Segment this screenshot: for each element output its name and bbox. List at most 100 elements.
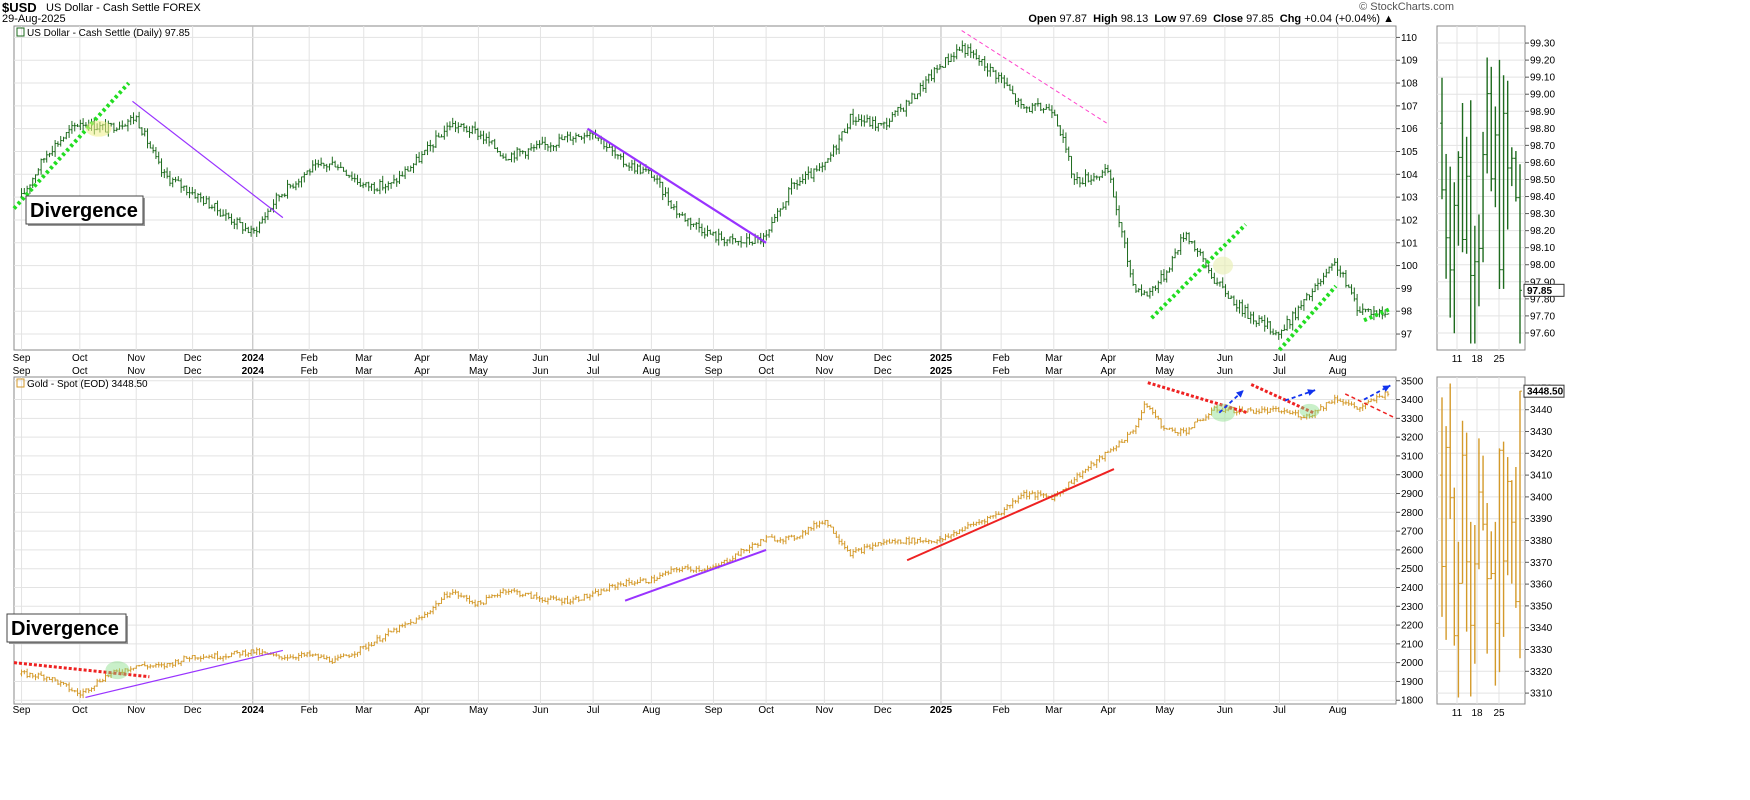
gold-downtrend-dotted — [13, 661, 150, 679]
usd-ytick-label: 102 — [1401, 215, 1418, 226]
gold-highlight-ellipse — [1211, 403, 1236, 422]
gold-breakout-arrow-head — [1382, 385, 1391, 392]
usd-ytick-label: 97 — [1401, 330, 1413, 341]
gold-downtrend-dashed — [1344, 393, 1397, 420]
gold-detail-ytick-label: 3390 — [1530, 514, 1553, 525]
usd-xtick-label: Oct — [72, 353, 88, 364]
gold-detail-ytick-label: 3420 — [1530, 449, 1553, 460]
gold-ytick-label: 2800 — [1401, 508, 1424, 519]
gold-xtick-label: Aug — [643, 705, 661, 716]
open-label: Open — [1028, 13, 1057, 25]
usd-highlight-ellipse — [1213, 256, 1234, 275]
gold-upper-xtick-label: Apr — [1101, 366, 1117, 377]
gold-detail-ytick-label: 3320 — [1530, 667, 1553, 678]
gold-xtick-label: Oct — [758, 705, 774, 716]
usd-xtick-label: Apr — [1101, 353, 1117, 364]
gold-upper-xtick-label: May — [469, 366, 488, 377]
usd-uptrend-dotted — [1150, 223, 1247, 320]
usd-detail-ytick-label: 98.20 — [1530, 226, 1555, 237]
gold-breakout-arrow — [1284, 389, 1316, 402]
gold-xtick-label: Apr — [1101, 705, 1117, 716]
gold-ytick-label: 3000 — [1401, 470, 1424, 481]
usd-xtick-label: Jun — [1217, 353, 1233, 364]
usd-detail-ytick-label: 99.00 — [1530, 90, 1555, 101]
usd-xtick-label: Feb — [993, 353, 1011, 364]
gold-ytick-label: 2300 — [1401, 602, 1424, 613]
gold-upper-xtick-label: Dec — [874, 366, 892, 377]
usd-detail-ytick-label: 98.90 — [1530, 107, 1555, 118]
gold-xtick-label: Jun — [1217, 705, 1233, 716]
gold-upper-xtick-label: Feb — [301, 366, 319, 377]
chart-date: 29-Aug-2025 — [2, 13, 66, 25]
gold-detail-ytick-label: 3430 — [1530, 427, 1553, 438]
usd-highlight-ellipse — [85, 120, 112, 137]
usd-xtick-label: Feb — [301, 353, 319, 364]
gold-highlight-ellipse — [105, 661, 130, 680]
usd-ytick-label: 99 — [1401, 284, 1413, 295]
usd-detail-ytick-label: 98.50 — [1530, 175, 1555, 186]
gold-xtick-label: Dec — [874, 705, 892, 716]
usd-legend-swatch — [16, 27, 25, 37]
usd-xtick-label: May — [1155, 353, 1174, 364]
usd-detail-ytick-label: 99.30 — [1530, 39, 1555, 50]
gold-detail-last-tag: 3448.50 — [1527, 387, 1564, 398]
gold-ytick-label: 3100 — [1401, 451, 1424, 462]
gold-ytick-label: 3400 — [1401, 395, 1424, 406]
usd-xtick-label: Nov — [815, 353, 833, 364]
gold-detail-xtick-label: 18 — [1471, 708, 1483, 719]
gold-detail-ytick-label: 3410 — [1530, 471, 1553, 482]
gold-ytick-label: 3500 — [1401, 376, 1424, 387]
gold-uptrend-line — [624, 548, 767, 602]
gold-upper-xtick-label: Sep — [13, 366, 31, 377]
ohlc-readout: Open 97.87 High 98.13 Low 97.69 Close 97… — [1028, 13, 1394, 25]
gold-upper-xtick-label: Mar — [1045, 366, 1063, 377]
gold-xtick-label: 2024 — [242, 705, 265, 716]
usd-bars — [20, 40, 1390, 340]
usd-detail-xtick-label: 11 — [1452, 354, 1463, 365]
usd-xtick-label: Nov — [127, 353, 145, 364]
usd-xtick-label: Apr — [414, 353, 430, 364]
gold-upper-xtick-label: Jul — [587, 366, 600, 377]
usd-detail-ytick-label: 98.30 — [1530, 209, 1555, 220]
gold-upper-xtick-label: Mar — [355, 366, 373, 377]
usd-xtick-label: Jul — [587, 353, 600, 364]
gold-ytick-label: 2000 — [1401, 658, 1424, 669]
usd-ytick-label: 109 — [1401, 56, 1418, 67]
usd-uptrend-dotted — [1277, 284, 1338, 352]
usd-ytick-label: 110 — [1401, 33, 1417, 44]
ticker-symbol: $USD — [2, 0, 37, 15]
usd-ytick-label: 101 — [1401, 238, 1418, 249]
gold-upper-xtick-label: May — [1155, 366, 1174, 377]
usd-uptrend-dotted — [1363, 307, 1392, 323]
usd-detail-ytick-label: 98.40 — [1530, 192, 1555, 203]
usd-ytick-label: 107 — [1401, 101, 1418, 112]
gold-xtick-label: Jul — [1273, 705, 1286, 716]
usd-xtick-label: Sep — [13, 353, 31, 364]
gold-xtick-label: Feb — [993, 705, 1011, 716]
gold-breakout-arrow — [1218, 389, 1245, 414]
brand-label[interactable]: © StockCharts.com — [1359, 1, 1454, 13]
gold-downtrend-dotted — [1250, 383, 1314, 415]
gold-upper-xtick-label: Nov — [127, 366, 145, 377]
usd-ytick-label: 104 — [1401, 170, 1418, 181]
usd-detail-ytick-label: 99.20 — [1530, 56, 1555, 67]
gold-upper-xtick-label: Nov — [815, 366, 833, 377]
usd-detail-last-tag: 97.85 — [1527, 286, 1552, 297]
high-value: 98.13 — [1120, 13, 1149, 25]
divergence-label-top-box — [25, 195, 144, 225]
gold-ytick-label: 2200 — [1401, 621, 1424, 632]
gold-uptrend-line — [906, 468, 1115, 562]
usd-detail-ytick-label: 97.60 — [1530, 328, 1555, 339]
low-value: 97.69 — [1179, 13, 1207, 25]
usd-detail-ytick-label: 98.00 — [1530, 260, 1555, 271]
usd-ytick-label: 100 — [1401, 261, 1418, 272]
gold-detail-ytick-label: 3440 — [1530, 405, 1553, 416]
gold-xtick-label: Dec — [184, 705, 202, 716]
gold-upper-xtick-label: Jun — [1217, 366, 1233, 377]
gold-uptrend-line — [85, 649, 284, 699]
usd-detail-ytick-label: 99.10 — [1530, 73, 1555, 84]
gold-xtick-label: Mar — [1045, 705, 1063, 716]
gold-detail-xtick-label: 11 — [1452, 708, 1463, 719]
gold-breakout-arrow-head — [1236, 390, 1244, 398]
